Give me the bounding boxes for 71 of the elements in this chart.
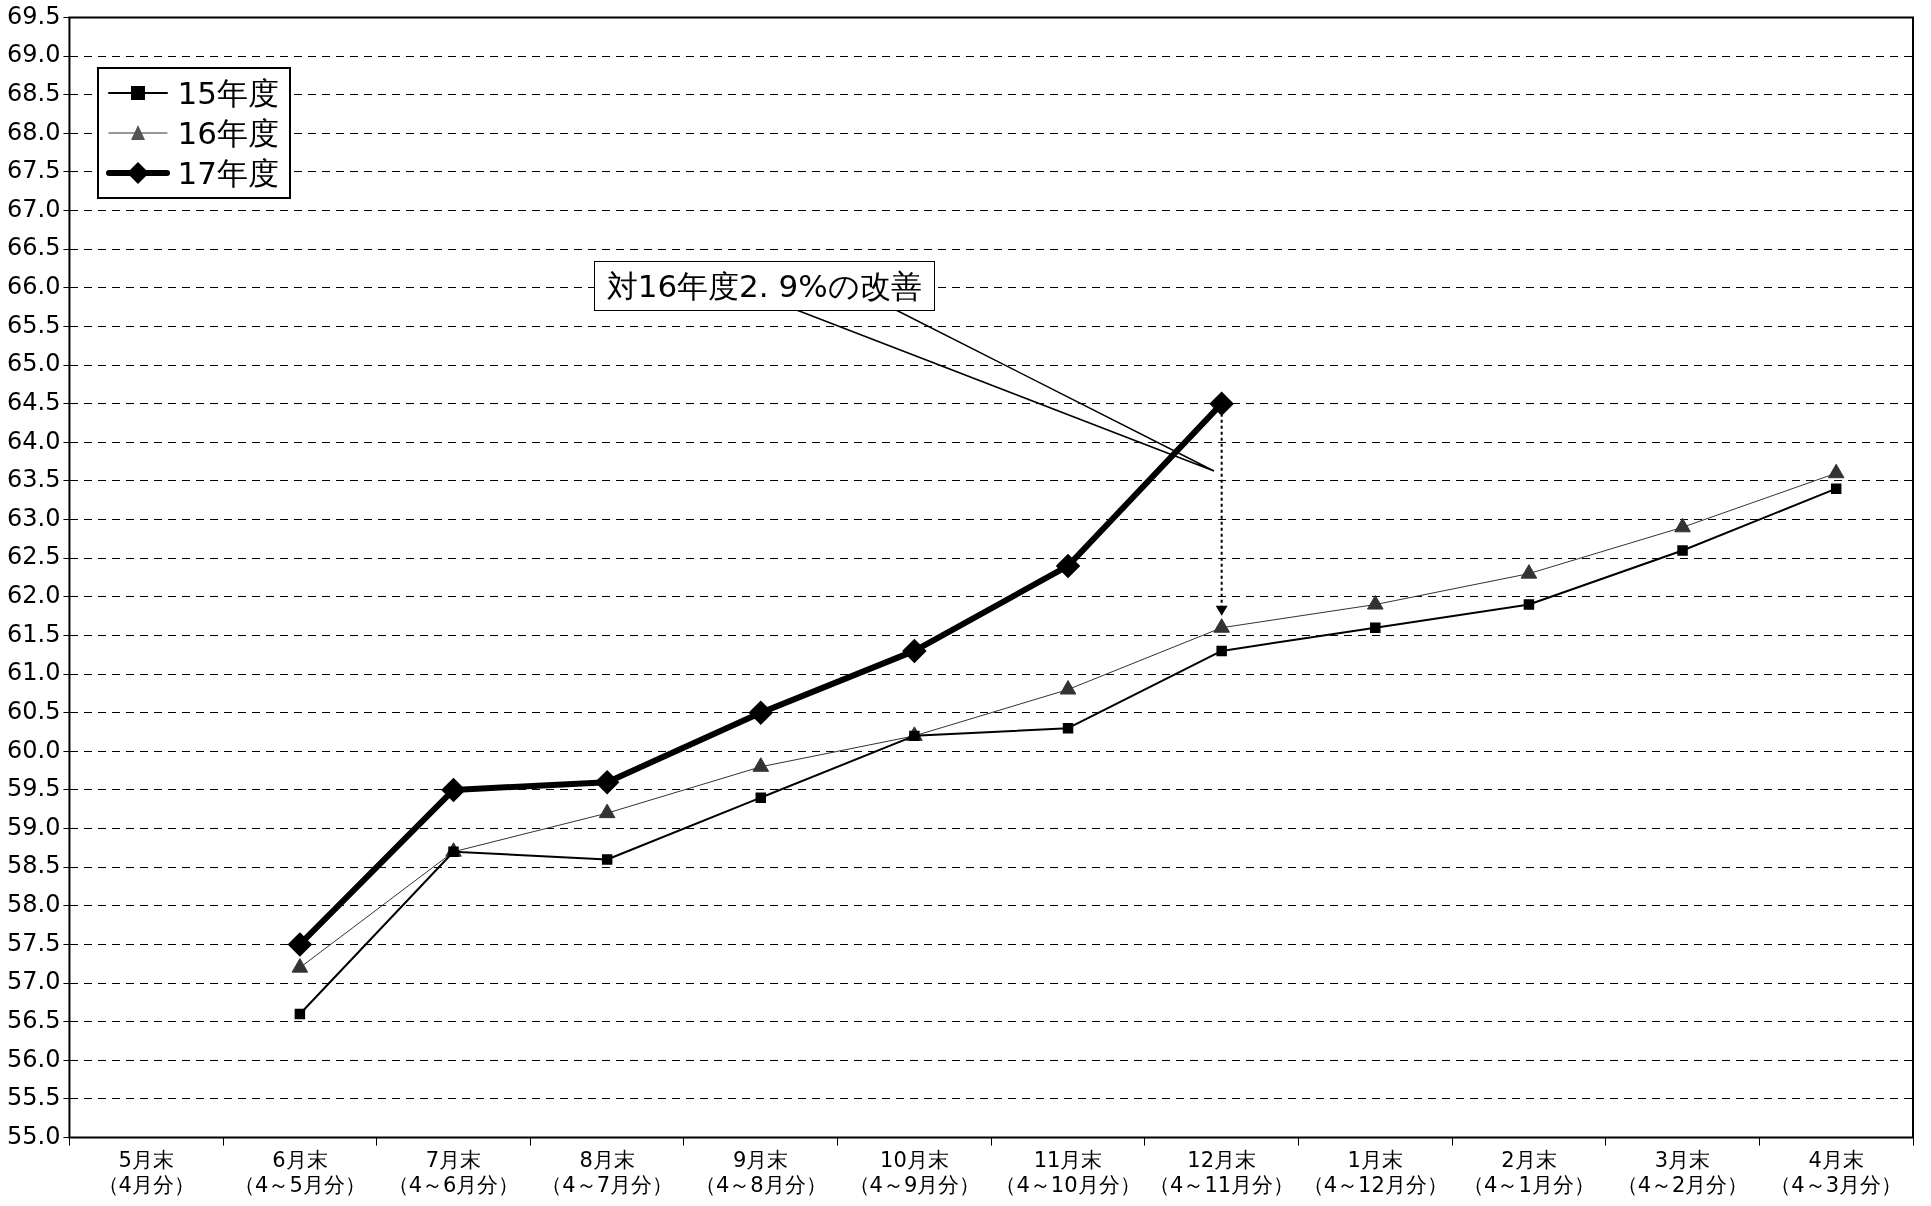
y-tick-label: 64.0 (7, 426, 61, 455)
point (601, 854, 613, 865)
y-tick-label: 69.5 (7, 1, 61, 30)
y-tick-label: 56.0 (7, 1044, 61, 1073)
point (596, 771, 619, 794)
x-tick-label: 10月末（4～9月分） (848, 1147, 981, 1197)
point (1367, 595, 1384, 610)
x-tick-label: 1月末（4～12月分） (1302, 1147, 1448, 1197)
y-tick-label: 68.5 (7, 78, 61, 107)
legend-label: 16年度 (177, 114, 279, 154)
point (1210, 392, 1233, 415)
y-tick-label: 55.5 (7, 1083, 61, 1112)
y-tick-label: 62.0 (7, 581, 61, 610)
y-tick-label: 63.5 (7, 465, 61, 494)
point (1370, 622, 1381, 633)
x-tick-label: 4月末（4～3月分） (1770, 1147, 1903, 1197)
x-tick-label: 3月末（4～2月分） (1616, 1147, 1749, 1197)
x-tick-label: 11月末（4～10月分） (995, 1147, 1141, 1197)
y-tick-label: 60.5 (7, 696, 61, 725)
point (442, 778, 465, 801)
y-tick-label: 68.0 (7, 117, 61, 146)
x-tick-label: 7月末（4～6月分） (387, 1147, 520, 1197)
point (752, 757, 770, 772)
y-tick-label: 61.0 (7, 658, 61, 687)
point (1062, 722, 1074, 734)
point (291, 958, 309, 973)
x-tick-label: 6月末（4～5月分） (234, 1147, 366, 1197)
y-tick-label: 65.0 (7, 349, 61, 378)
y-tick-label: 61.5 (7, 619, 61, 648)
point (749, 701, 772, 724)
y-tick-label: 58.5 (7, 851, 61, 880)
point (1674, 517, 1691, 533)
y-tick-label: 58.0 (7, 890, 61, 919)
y-tick-label: 59.0 (7, 812, 61, 841)
point (1830, 483, 1842, 494)
y-tick-label: 66.5 (7, 233, 61, 262)
point (294, 1008, 306, 1020)
point (1216, 645, 1227, 657)
y-tick-label: 67.0 (7, 194, 61, 223)
y-tick-label: 55.0 (7, 1121, 61, 1150)
point (288, 933, 311, 956)
point (598, 803, 616, 819)
point (903, 639, 926, 662)
annotation: 対16年度2. 9%の改善 (593, 260, 935, 311)
y-tick-label: 63.0 (7, 503, 61, 532)
y-tick-label: 57.5 (7, 928, 61, 957)
point (1523, 599, 1535, 610)
y-tick-label: 60.0 (7, 735, 61, 764)
y-tick-label: 64.5 (7, 387, 61, 416)
legend-label: 15年度 (177, 74, 279, 114)
y-tick-label: 56.5 (7, 1005, 61, 1034)
point (1213, 618, 1230, 633)
point (1827, 463, 1845, 479)
x-tick-label: 9月末（4～8月分） (694, 1147, 827, 1197)
y-tick-label: 67.5 (7, 156, 61, 185)
y-tick-label: 66.0 (7, 272, 61, 301)
point (1059, 680, 1077, 695)
y-tick-label: 62.5 (7, 542, 61, 571)
x-tick-label: 5月末（4月分） (97, 1147, 195, 1197)
y-tick-label: 59.5 (7, 774, 61, 803)
point (1520, 564, 1538, 579)
y-tick-label: 69.0 (7, 40, 61, 69)
y-tick-label: 65.5 (7, 310, 61, 339)
legend-label: 17年度 (177, 154, 279, 194)
point (1677, 545, 1688, 556)
x-tick-label: 2月末（4～1月分） (1463, 1147, 1595, 1197)
x-tick-label: 8月末（4～7月分） (541, 1147, 674, 1197)
point (755, 792, 767, 803)
x-tick-label: 12月末（4～11月分） (1149, 1147, 1295, 1197)
y-tick-label: 57.0 (7, 967, 61, 996)
point (1057, 554, 1080, 577)
